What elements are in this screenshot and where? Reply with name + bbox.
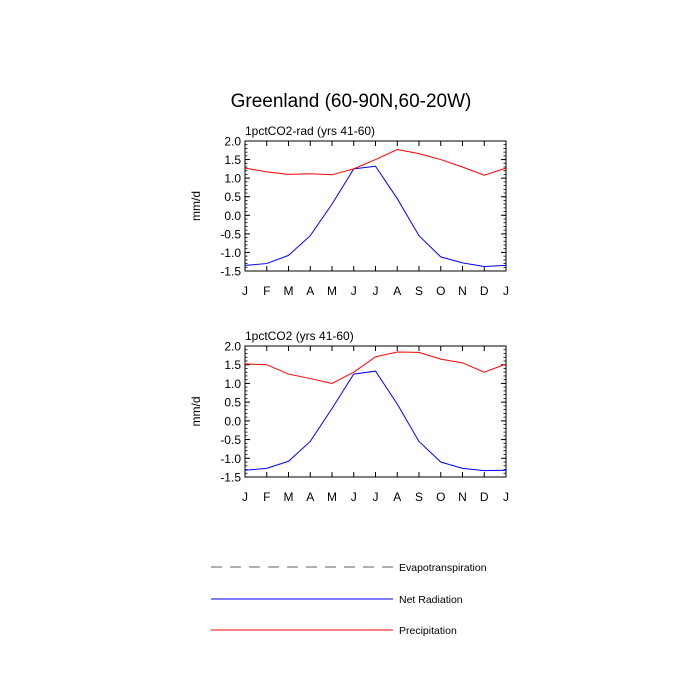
x-tick-label: A: [393, 284, 401, 298]
y-tick-label: -0.5: [220, 433, 241, 447]
legend-item-evapotranspiration: Evapotranspiration: [211, 562, 487, 574]
panels: 1pctCO2-rad (yrs 41-60) 2.0 1.5 1.0 0.5 0.0 -0…: [189, 124, 509, 504]
series-line-precipitation: [244, 149, 507, 176]
x-tick-label: M: [284, 490, 294, 504]
y-tick-label: 2.0: [224, 340, 241, 354]
y-tick-label: -1.5: [220, 265, 241, 279]
plot-frame: [244, 140, 507, 272]
y-axis-label: mm/d: [189, 191, 203, 221]
x-tick-label: O: [436, 490, 445, 504]
y-tick-label: 1.5: [224, 153, 241, 167]
x-tick-label: D: [480, 490, 489, 504]
panel-title: 1pctCO2-rad (yrs 41-60): [245, 124, 375, 138]
series-line-precipitation: [244, 351, 507, 384]
series-line-net-radiation: [244, 165, 507, 268]
y-tick-label: 2.0: [224, 135, 241, 149]
series-line-net-radiation: [244, 370, 507, 472]
x-tick-label: J: [373, 490, 379, 504]
x-tick-label: J: [242, 490, 248, 504]
legend: Evapotranspiration Net Radiation Precipita…: [211, 562, 487, 637]
legend-label: Evapotranspiration: [399, 562, 487, 574]
x-tick-label: A: [306, 490, 314, 504]
x-tick-label: M: [284, 284, 294, 298]
x-tick-label: D: [480, 284, 489, 298]
x-tick-label: A: [393, 490, 401, 504]
x-tick-label: S: [415, 490, 423, 504]
chart-panel-2: 1pctCO2 (yrs 41-60) 2.0 1.5 1.0 0.5 0.0 -0.5 -1…: [189, 329, 509, 504]
x-tick-label: J: [503, 490, 509, 504]
legend-item-net-radiation: Net Radiation: [211, 594, 463, 606]
panel-title: 1pctCO2 (yrs 41-60): [245, 329, 354, 343]
y-tick-label: 0.5: [224, 396, 241, 410]
y-tick-label: 1.0: [224, 377, 241, 391]
legend-label: Net Radiation: [399, 594, 463, 606]
y-tick-label: -1.0: [220, 452, 241, 466]
figure-title: Greenland (60-90N,60-20W): [231, 91, 472, 112]
y-tick-label: 1.0: [224, 172, 241, 186]
x-tick-label: M: [327, 490, 337, 504]
x-tick-label: J: [373, 284, 379, 298]
y-tick-label: -1.0: [220, 246, 241, 260]
legend-item-precipitation: Precipitation: [211, 625, 457, 637]
x-tick-label: F: [263, 284, 270, 298]
y-tick-label: 0.0: [224, 209, 241, 223]
plot-frame: [244, 345, 507, 478]
x-tick-label: S: [415, 284, 423, 298]
y-tick-label: 0.5: [224, 190, 241, 204]
y-tick-label: 0.0: [224, 414, 241, 428]
x-tick-label: O: [436, 284, 445, 298]
y-tick-label: -1.5: [220, 471, 241, 485]
x-tick-label: M: [327, 284, 337, 298]
chart-panel-1: 1pctCO2-rad (yrs 41-60) 2.0 1.5 1.0 0.5 0.0 -0…: [189, 124, 509, 298]
y-axis-label: mm/d: [189, 397, 203, 427]
x-tick-label: J: [242, 284, 248, 298]
y-tick-label: -0.5: [220, 227, 241, 241]
y-tick-label: 1.5: [224, 358, 241, 372]
x-tick-label: J: [503, 284, 509, 298]
x-tick-label: F: [263, 490, 270, 504]
x-tick-label: J: [351, 490, 357, 504]
x-tick-label: A: [306, 284, 314, 298]
legend-label: Precipitation: [399, 625, 457, 637]
x-tick-label: N: [458, 490, 467, 504]
x-tick-label: N: [458, 284, 467, 298]
x-tick-label: J: [351, 284, 357, 298]
